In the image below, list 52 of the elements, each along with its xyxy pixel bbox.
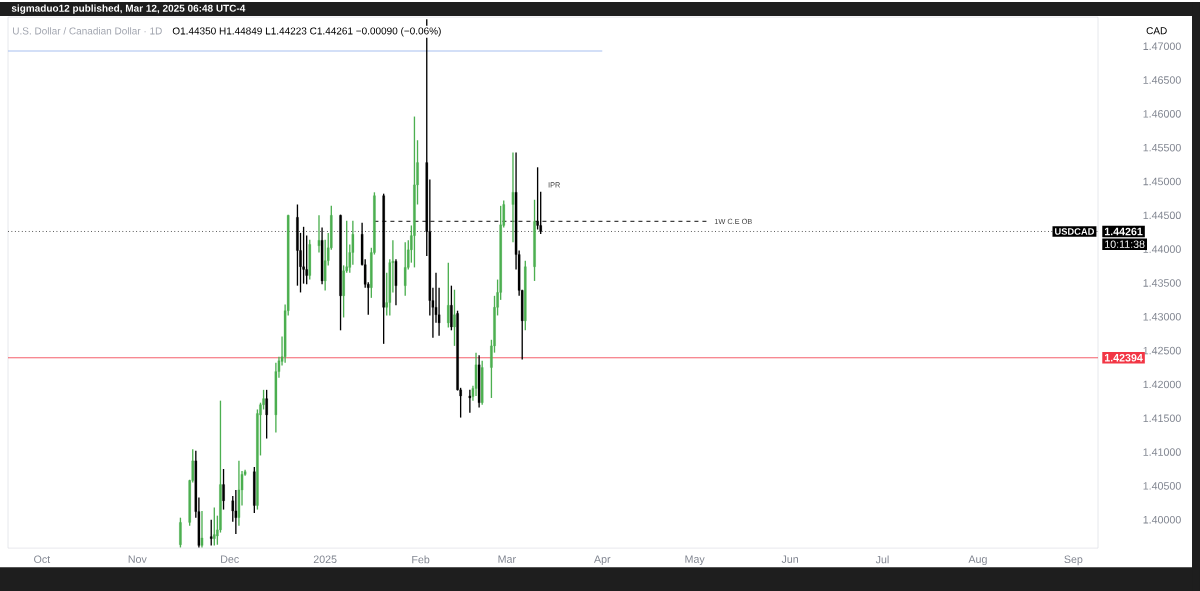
candlestick [511,151,515,243]
y-tick-label: 1.41500 [1143,414,1181,422]
candlestick [413,115,416,269]
x-tick-label: Sep [1064,555,1083,566]
y-tick-label: 1.40000 [1143,515,1181,524]
y-tick-label: 1.41000 [1143,448,1181,456]
y-tick-label: 1.44500 [1143,211,1181,220]
chart-subtitle: sigmaduo12 published, Mar 12, 2025 06:48 UTC-4 [11,4,246,14]
candlestick [536,166,539,231]
annotation: USDCAD [1055,228,1094,235]
y-axis-title: CAD [1146,27,1167,35]
x-tick-label: Aug [968,555,987,565]
y-tick-label: 1.47000 [1143,42,1181,50]
text: U.S. Dollar / Canadian Dollar · 1D [13,27,162,35]
candlestick [200,510,204,549]
candlestick [450,284,453,331]
x-tick-label: Nov [128,555,147,563]
x-tick-label: Mar [498,555,516,563]
candlestick [533,199,536,282]
candlestick [179,516,182,549]
candlestick [213,506,216,547]
annotation: O1.44350 H1.44849 L1.44223 C1.44261 −0.00090 (−0.06%) [172,27,441,37]
y-tick-label: 1.45000 [1143,177,1181,186]
candlestick [234,489,238,535]
candlestick [317,214,321,254]
y-tick-label: 1.46000 [1143,110,1181,118]
candlestick [209,518,213,547]
x-tick-label: Apr [593,555,611,565]
x-tick-label: Feb [412,555,430,564]
x-tick-label: Jul [875,555,889,564]
y-tick-label: 1.46500 [1143,76,1181,84]
candlestick [453,288,456,347]
x-tick-label: Jun [781,555,799,563]
candlestick [474,351,478,397]
candlestick [265,389,268,440]
x-tick-label: 2025 [313,555,337,563]
y-tick-label: 1.43000 [1143,312,1181,321]
candlestick [403,241,407,297]
y-tick-label: 1.45500 [1143,143,1181,152]
candlestick [468,389,472,414]
candlestick [222,468,225,511]
y-tick-label: 1.43500 [1143,279,1181,287]
ref-line-label: 1.42394 [1104,353,1143,362]
candlestick [447,261,450,329]
y-tick-label: 1.40500 [1143,482,1181,490]
ref-line-label: 1.44261 [1104,227,1143,236]
x-tick-label: May [685,555,705,565]
x-tick-label: Oct [34,555,51,563]
y-tick-label: 1.42000 [1143,380,1181,389]
x-tick-label: Dec [221,555,239,563]
text: 10:11:38 [1105,240,1145,248]
y-tick-label: 1.42500 [1143,346,1181,355]
